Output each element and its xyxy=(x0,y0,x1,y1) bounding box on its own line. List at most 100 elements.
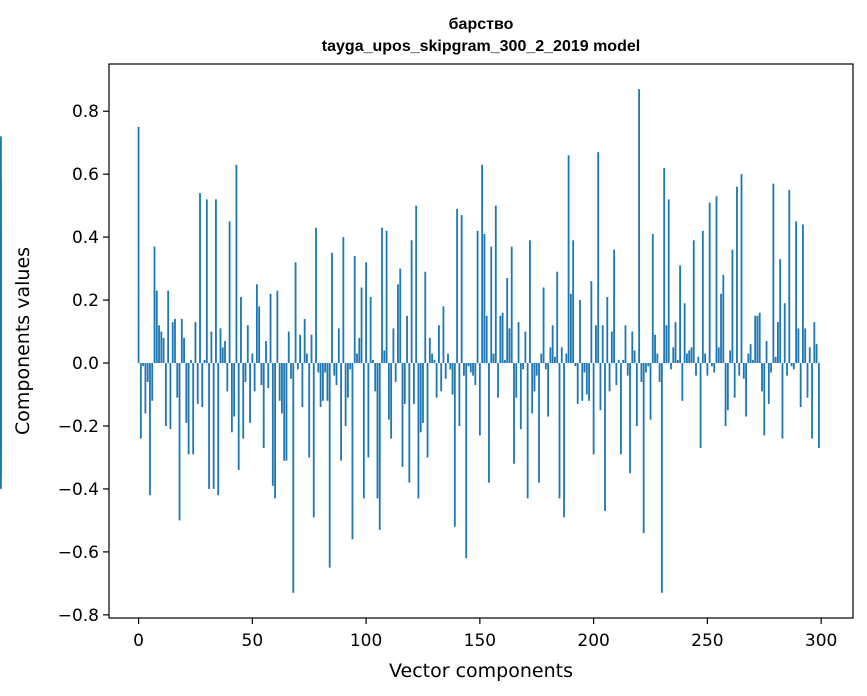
bar xyxy=(506,278,509,364)
bar xyxy=(795,221,798,364)
bar xyxy=(449,363,452,370)
bar xyxy=(146,363,149,382)
bar xyxy=(745,363,747,417)
bar xyxy=(610,331,613,364)
bar xyxy=(301,363,304,408)
bar xyxy=(770,363,772,373)
bar xyxy=(576,363,579,404)
bar xyxy=(153,246,156,364)
bar xyxy=(754,315,757,364)
bar xyxy=(695,363,697,376)
bar xyxy=(196,363,199,404)
bar xyxy=(428,337,431,364)
bar xyxy=(663,167,666,364)
bar xyxy=(381,227,383,364)
bar xyxy=(711,363,713,367)
bar xyxy=(608,363,611,392)
bar xyxy=(599,363,602,411)
bar xyxy=(713,363,716,373)
bar xyxy=(478,363,481,436)
bar xyxy=(294,262,297,364)
bar xyxy=(176,363,179,398)
bar xyxy=(647,363,650,367)
bar xyxy=(581,363,584,401)
bar xyxy=(706,363,709,376)
bar xyxy=(331,252,333,364)
bar xyxy=(326,363,329,401)
bar xyxy=(171,322,174,364)
bar xyxy=(228,221,231,364)
bar xyxy=(187,363,190,455)
bar xyxy=(749,344,752,364)
bar xyxy=(349,363,352,370)
bar xyxy=(551,325,554,364)
bar xyxy=(699,363,702,449)
bar xyxy=(328,363,331,568)
bar xyxy=(242,363,245,439)
bar xyxy=(271,363,274,486)
y-tick-label: −0.4 xyxy=(58,480,99,500)
bar xyxy=(367,363,370,458)
bar xyxy=(681,363,684,401)
bar xyxy=(303,318,306,364)
bar xyxy=(558,363,561,499)
bar xyxy=(590,281,593,364)
bar xyxy=(501,312,504,364)
bar xyxy=(442,306,445,364)
bar xyxy=(533,363,536,392)
bar xyxy=(579,300,581,364)
bar xyxy=(626,363,629,376)
bar xyxy=(287,331,290,364)
bar xyxy=(585,363,588,395)
bar xyxy=(333,363,336,376)
x-tick-label: 200 xyxy=(577,631,609,651)
bar xyxy=(556,271,559,364)
bar xyxy=(362,363,365,499)
bar xyxy=(394,363,397,382)
bar xyxy=(401,363,404,467)
bar xyxy=(594,325,597,364)
bar xyxy=(761,363,763,392)
bar xyxy=(683,303,686,364)
bar xyxy=(406,315,408,364)
bar xyxy=(635,363,638,426)
bar xyxy=(747,353,750,364)
bar xyxy=(804,328,807,364)
bar xyxy=(358,337,361,364)
x-tick-label: 0 xyxy=(133,631,144,651)
bar xyxy=(574,363,577,367)
bar xyxy=(704,353,707,364)
bar xyxy=(649,363,652,420)
bar xyxy=(529,240,531,364)
bar xyxy=(638,89,641,364)
y-tick-label: −0.6 xyxy=(58,543,99,563)
bar xyxy=(210,331,213,364)
bar xyxy=(151,363,154,401)
x-axis-label: Vector components xyxy=(389,660,573,682)
bar xyxy=(205,199,208,364)
bar xyxy=(688,350,691,364)
bar xyxy=(792,363,795,370)
bar xyxy=(433,359,436,364)
bar xyxy=(640,363,643,382)
bar xyxy=(235,164,238,364)
bar xyxy=(742,363,745,379)
bar xyxy=(654,334,656,364)
bar xyxy=(215,199,217,364)
bar xyxy=(281,363,283,414)
bar xyxy=(601,325,604,364)
bar xyxy=(451,363,454,395)
bar xyxy=(417,363,420,499)
bar xyxy=(560,347,563,364)
bar xyxy=(192,363,195,455)
y-tick-label: 0.0 xyxy=(72,354,99,374)
bar xyxy=(588,363,590,401)
bar xyxy=(613,249,616,364)
x-tick-label: 250 xyxy=(691,631,723,651)
bar xyxy=(221,347,224,364)
bar xyxy=(715,196,718,364)
bar xyxy=(260,363,263,386)
bar xyxy=(440,363,443,392)
bar xyxy=(337,328,340,364)
bar xyxy=(786,363,788,376)
